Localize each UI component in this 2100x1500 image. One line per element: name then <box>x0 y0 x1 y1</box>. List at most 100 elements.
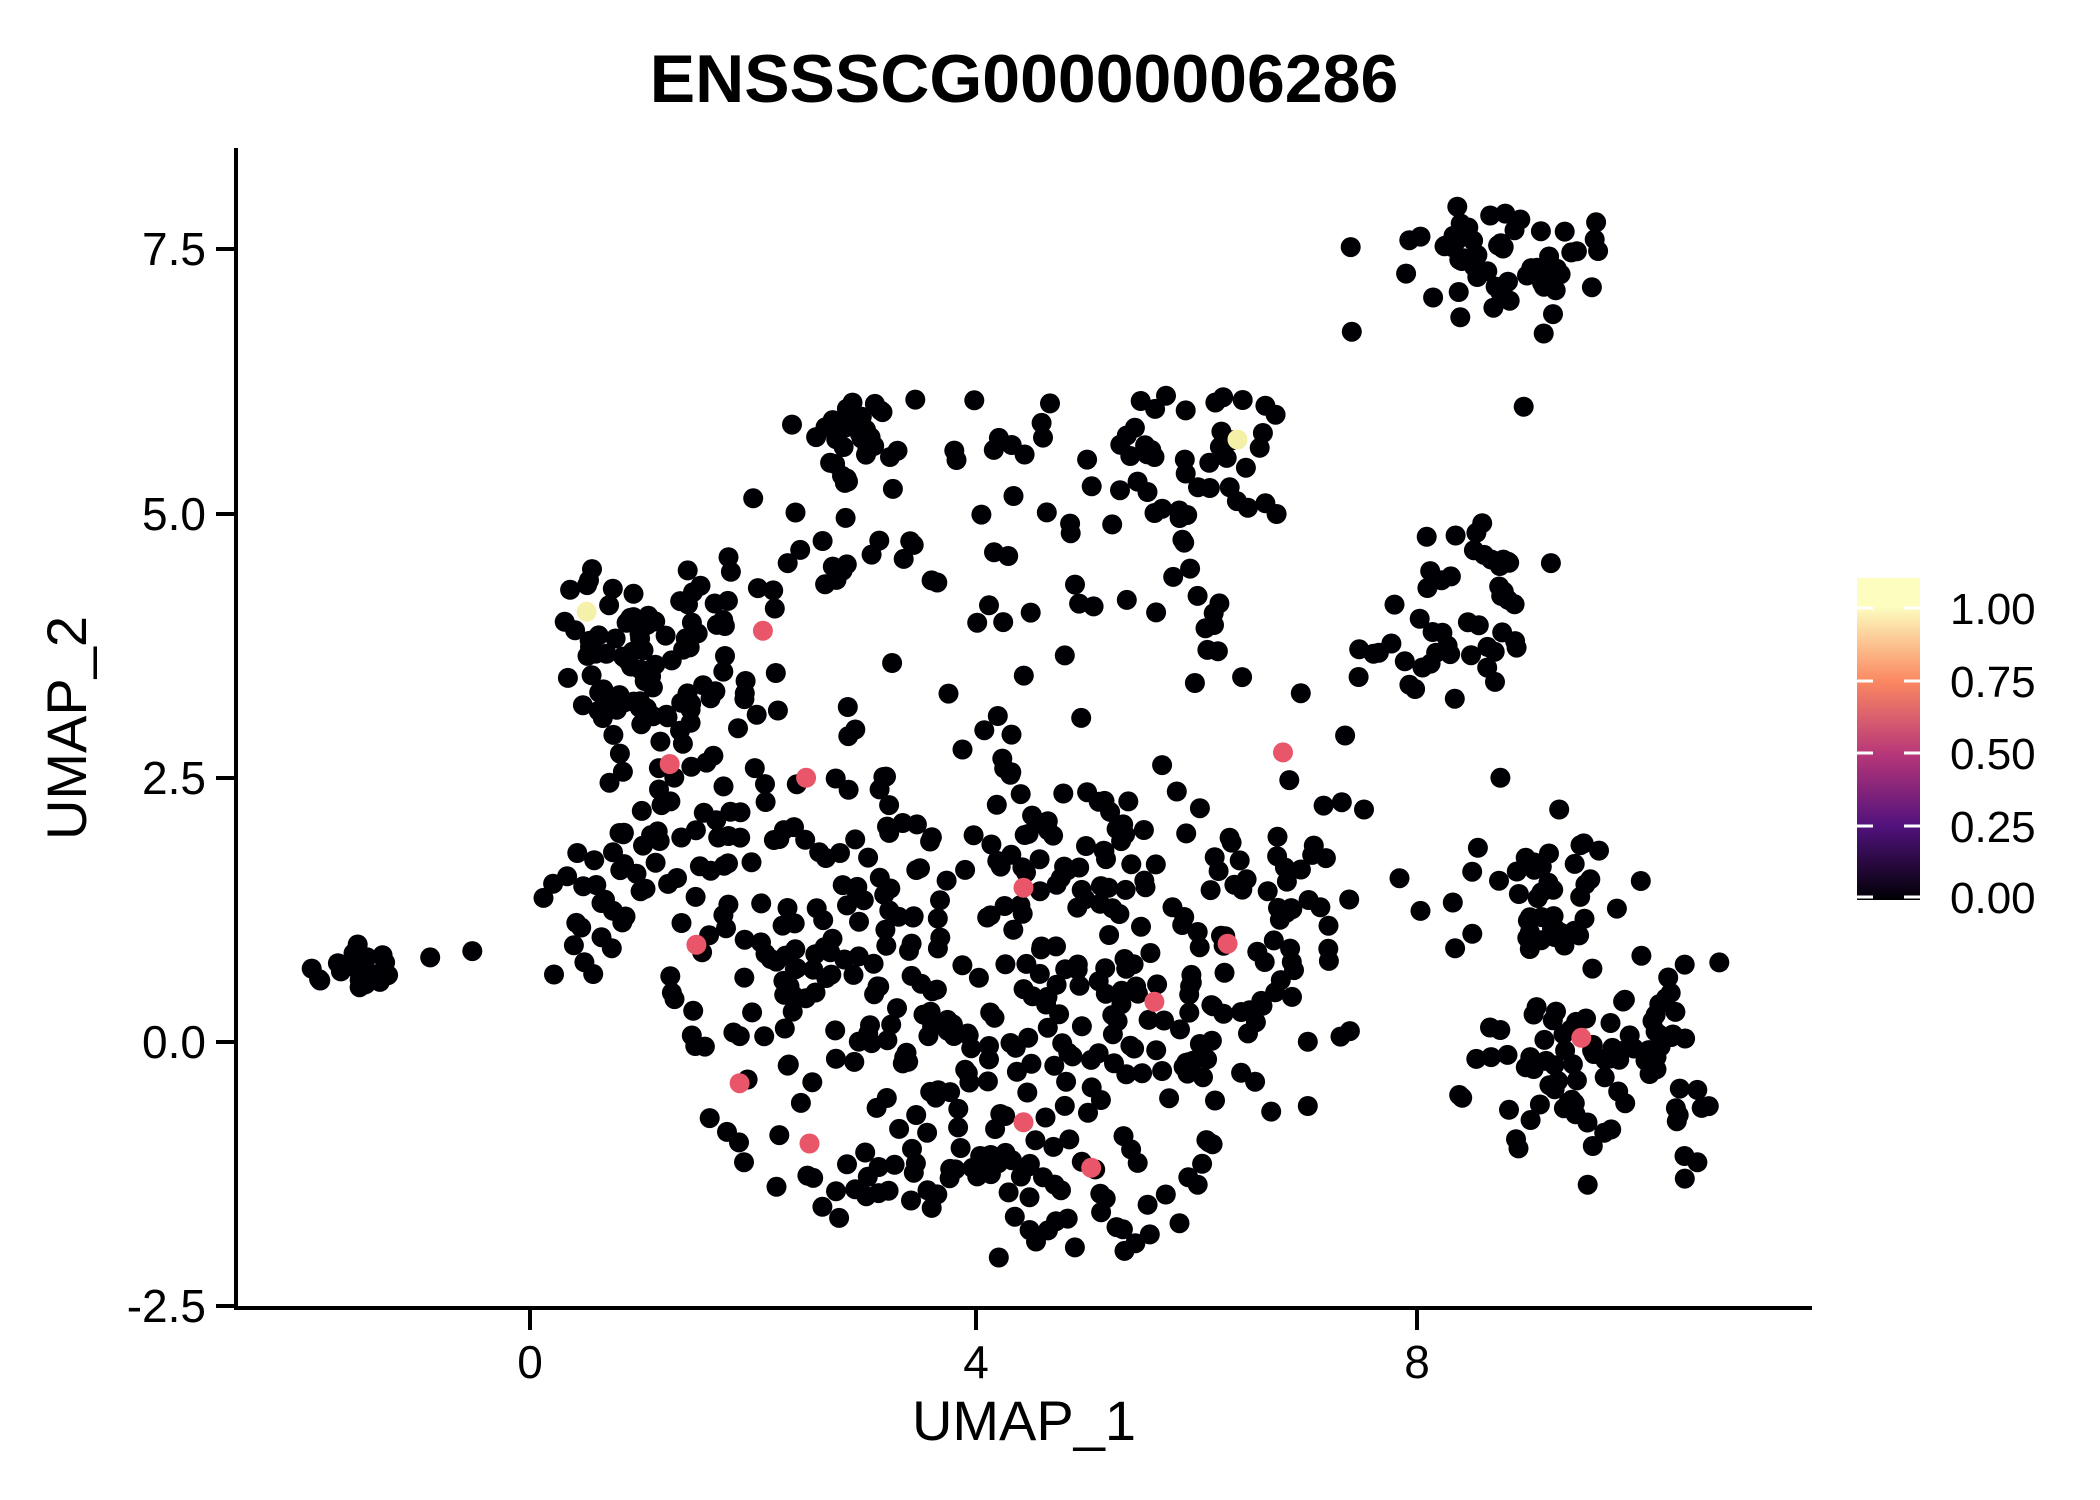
data-point <box>955 859 976 880</box>
data-point <box>1013 979 1034 1000</box>
data-point <box>1025 1130 1046 1151</box>
data-point <box>1462 923 1483 944</box>
data-point <box>918 1026 939 1047</box>
data-point <box>1508 1138 1529 1159</box>
data-point <box>1081 1077 1102 1098</box>
data-point <box>1144 447 1165 467</box>
data-point <box>1035 1107 1056 1128</box>
data-point <box>614 692 635 713</box>
data-point <box>1474 544 1495 565</box>
data-point <box>844 1051 865 1072</box>
x-tick-label: 8 <box>1404 1336 1430 1388</box>
data-point <box>938 683 959 704</box>
data-point <box>837 895 857 916</box>
data-point <box>782 1001 803 1022</box>
data-point <box>906 1105 927 1125</box>
data-point <box>1348 667 1369 687</box>
data-point <box>603 724 624 745</box>
data-point <box>612 761 633 782</box>
data-point <box>812 531 833 551</box>
data-point <box>899 940 919 961</box>
data-point <box>987 706 1008 726</box>
data-point <box>837 1154 857 1175</box>
data-point <box>875 919 896 940</box>
data-point <box>730 802 751 823</box>
data-point <box>1660 982 1681 1003</box>
data-point <box>685 886 706 907</box>
data-point <box>1437 635 1458 656</box>
data-point <box>1110 480 1130 501</box>
data-point <box>785 502 806 523</box>
data-point <box>1067 897 1088 918</box>
data-point <box>842 392 863 413</box>
data-point <box>1497 1044 1518 1065</box>
data-point <box>1187 1174 1208 1195</box>
data-point <box>1489 870 1509 891</box>
data-point <box>1549 799 1570 820</box>
data-point <box>1010 784 1031 805</box>
data-point <box>760 949 781 969</box>
data-point <box>1539 843 1559 864</box>
data-point <box>1177 1063 1198 1084</box>
data-point <box>1570 886 1591 907</box>
data-point <box>825 1048 846 1069</box>
data-point <box>974 720 995 741</box>
data-point <box>572 695 593 716</box>
data-point <box>1001 435 1022 455</box>
data-point <box>1207 641 1228 662</box>
data-point <box>1138 1009 1159 1030</box>
data-point <box>584 850 605 871</box>
highlight-point <box>686 934 707 955</box>
data-point <box>1542 1010 1563 1031</box>
data-point <box>1589 840 1609 861</box>
data-point <box>1477 636 1498 657</box>
data-point <box>1208 861 1229 881</box>
data-point <box>1121 854 1142 875</box>
data-point <box>1340 237 1361 258</box>
data-point <box>1399 674 1420 695</box>
data-point <box>1266 504 1287 524</box>
data-point <box>1196 1130 1217 1151</box>
data-point <box>1179 1002 1200 1023</box>
data-point <box>988 1153 1009 1174</box>
data-point <box>1410 900 1431 921</box>
data-point <box>734 689 755 710</box>
data-point <box>609 823 630 843</box>
data-point <box>1137 1194 1158 1215</box>
data-point <box>754 1026 775 1047</box>
highlight-point <box>659 754 680 774</box>
data-point <box>835 469 856 490</box>
data-point <box>655 625 676 646</box>
data-point <box>962 1157 983 1178</box>
colorbar-tick-marks <box>1857 606 1920 899</box>
data-point <box>769 1125 790 1146</box>
data-point <box>557 667 578 688</box>
data-point <box>1564 920 1585 941</box>
data-point <box>1675 1028 1696 1049</box>
data-point <box>599 595 620 616</box>
data-point <box>603 842 623 863</box>
data-point <box>1461 645 1481 666</box>
data-point <box>1448 282 1469 302</box>
data-point <box>1076 836 1096 856</box>
data-point <box>1674 1168 1695 1189</box>
data-point <box>678 594 698 615</box>
data-point <box>660 791 681 812</box>
data-point <box>1384 594 1405 615</box>
data-point <box>1247 941 1268 962</box>
data-point <box>855 1142 876 1163</box>
data-point <box>744 758 765 779</box>
data-point <box>612 912 633 933</box>
data-point <box>1445 525 1466 546</box>
data-point <box>856 1186 877 1207</box>
data-point <box>1480 1017 1500 1038</box>
data-point <box>1282 986 1302 1007</box>
data-point <box>1199 478 1220 498</box>
data-point <box>1029 849 1050 870</box>
data-point <box>765 663 786 683</box>
data-point <box>1298 890 1319 910</box>
data-point <box>718 894 739 915</box>
data-point <box>784 913 805 934</box>
data-point <box>696 752 717 773</box>
